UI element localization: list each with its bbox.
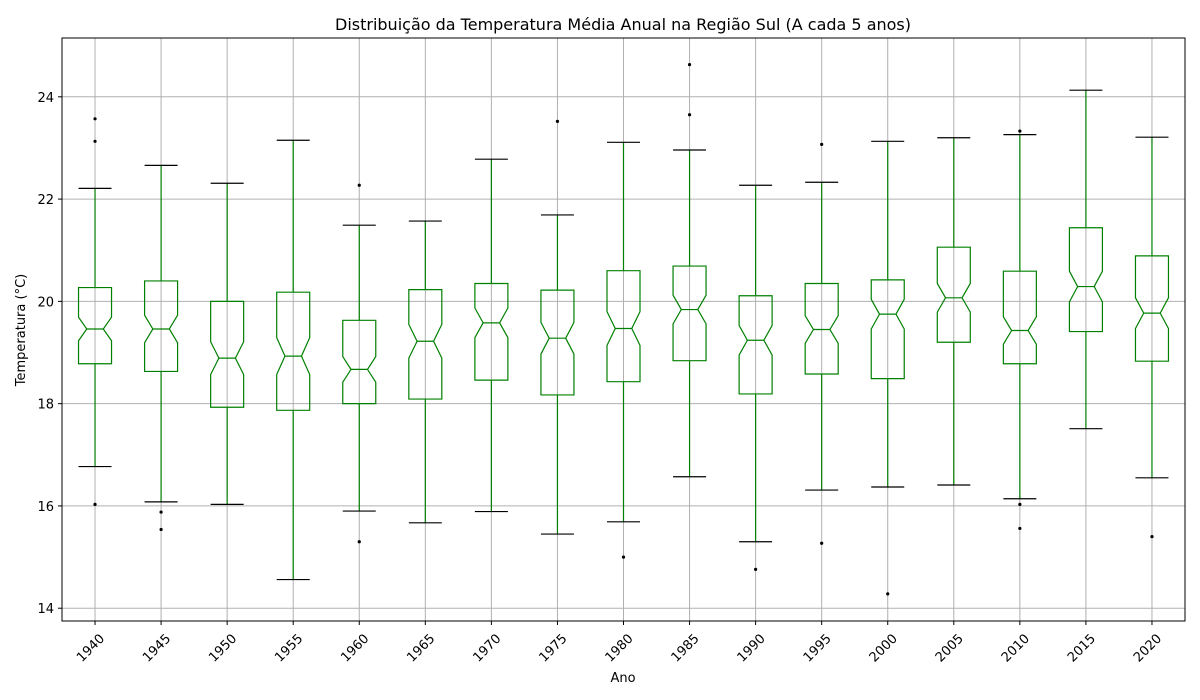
notched-box — [474, 282, 509, 381]
x-tick-label: 2015 — [1065, 631, 1099, 665]
chart-title: Distribuição da Temperatura Média Anual … — [335, 15, 911, 34]
box-1940 — [77, 117, 113, 506]
x-tick-label: 2020 — [1131, 631, 1165, 665]
notched-box — [276, 291, 311, 411]
notched-box — [210, 300, 245, 408]
box-1975 — [540, 119, 575, 535]
box-1990 — [738, 184, 773, 571]
box-1965 — [408, 220, 443, 524]
x-tick-label: 1955 — [272, 631, 306, 665]
x-tick-label: 1965 — [404, 631, 438, 665]
outlier-point — [93, 117, 97, 121]
y-tick-label: 20 — [37, 295, 54, 310]
notched-box — [870, 279, 905, 380]
box-2005 — [936, 137, 971, 486]
x-tick-label: 1985 — [669, 631, 703, 665]
boxes — [77, 62, 1170, 596]
y-tick-label: 24 — [37, 91, 54, 106]
box-1950 — [210, 182, 245, 505]
notched-box — [77, 286, 113, 365]
notched-box — [342, 319, 377, 405]
notched-box — [143, 280, 179, 373]
x-tick-label: 1960 — [338, 631, 372, 665]
x-tick-label: 1990 — [735, 631, 769, 665]
box-1980 — [606, 141, 641, 559]
notched-box — [606, 270, 641, 383]
y-tick-label: 22 — [37, 193, 54, 208]
box-2010 — [1002, 129, 1037, 531]
x-tick-label: 1940 — [74, 631, 108, 665]
y-axis-label: Temperatura (°C) — [14, 274, 29, 387]
x-tick-label: 1975 — [536, 631, 570, 665]
x-tick-label: 1945 — [140, 631, 174, 665]
box-2015 — [1068, 89, 1104, 430]
x-tick-label: 2005 — [933, 631, 967, 665]
x-tick-label: 2010 — [999, 631, 1033, 665]
y-tick-label: 16 — [37, 500, 54, 515]
y-tick-label: 18 — [37, 398, 54, 413]
notched-box — [540, 289, 575, 396]
x-tick-label: 1970 — [470, 631, 504, 665]
notched-box — [408, 289, 443, 400]
outlier-point — [820, 541, 824, 545]
outlier-point — [1018, 502, 1022, 506]
notched-box — [738, 295, 773, 395]
outlier-point — [687, 62, 692, 67]
notched-box — [672, 265, 707, 362]
outlier-point — [687, 113, 692, 117]
outlier-point — [159, 510, 163, 514]
box-2000 — [870, 140, 905, 596]
y-tick-label: 14 — [37, 602, 54, 617]
outlier-point — [621, 555, 626, 559]
box-1970 — [474, 158, 509, 513]
x-axis-label: Ano — [610, 671, 635, 686]
outlier-point — [93, 502, 97, 506]
box-1960 — [342, 183, 377, 544]
outlier-point — [555, 119, 560, 123]
outlier-point — [357, 183, 361, 187]
outlier-point — [357, 540, 361, 544]
grid — [62, 38, 1185, 621]
x-tick-label: 1980 — [603, 631, 637, 665]
x-tick-label: 1950 — [206, 631, 240, 665]
x-tick-label: 1995 — [801, 631, 835, 665]
plot-area-frame — [61, 37, 1186, 622]
outlier-point — [93, 139, 97, 143]
outlier-point — [820, 142, 824, 146]
x-tick-label: 2000 — [867, 631, 901, 665]
outlier-point — [1018, 129, 1022, 133]
notched-box — [1068, 227, 1104, 333]
ticks: 14 16 18 20 22 24 1940 1945 1950 1955 1960 1965 1970… — [37, 91, 1165, 666]
outlier-point — [1150, 535, 1154, 539]
outlier-point — [754, 567, 758, 571]
box-1985 — [672, 62, 707, 478]
box-1995 — [804, 142, 839, 545]
notched-box — [804, 282, 839, 375]
box-1955 — [276, 139, 311, 581]
outlier-point — [886, 592, 890, 596]
outlier-point — [159, 527, 163, 532]
box-2020 — [1134, 136, 1170, 539]
notched-box — [936, 246, 971, 343]
outlier-point — [1018, 526, 1022, 531]
notched-box — [1134, 255, 1170, 362]
box-1945 — [143, 164, 179, 532]
notched-box — [1002, 270, 1037, 365]
